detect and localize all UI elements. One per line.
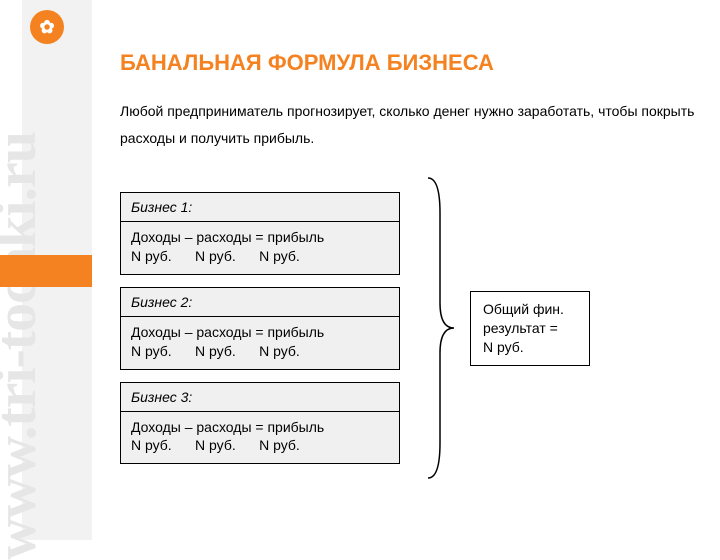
business-blocks: Бизнес 1: Доходы – расходы = прибыль N р… xyxy=(120,192,400,464)
result-box: Общий фин. результат = N руб. xyxy=(470,291,590,366)
logo-icon: ✿ xyxy=(39,18,54,36)
block-body: Доходы – расходы = прибыль N руб. N руб.… xyxy=(120,222,400,275)
formula-line: Доходы – расходы = прибыль xyxy=(131,228,389,247)
block-head: Бизнес 2: xyxy=(120,287,400,317)
formula-line: Доходы – расходы = прибыль xyxy=(131,418,389,437)
logo-circle: ✿ xyxy=(30,10,64,44)
slide-content: БАНАЛЬНАЯ ФОРМУЛА БИЗНЕСА Любой предприн… xyxy=(120,50,700,483)
values-line: N руб. N руб. N руб. xyxy=(131,342,389,361)
formula-line: Доходы – расходы = прибыль xyxy=(131,323,389,342)
brace-column: Общий фин. результат = N руб. xyxy=(420,173,590,483)
intro-text: Любой предприниматель прогнозирует, скол… xyxy=(120,98,700,151)
page-title: БАНАЛЬНАЯ ФОРМУЛА БИЗНЕСА xyxy=(120,50,700,76)
formula-layout: Бизнес 1: Доходы – расходы = прибыль N р… xyxy=(120,173,700,483)
block-body: Доходы – расходы = прибыль N руб. N руб.… xyxy=(120,412,400,465)
watermark-url: www.tri-tochki.ru xyxy=(0,132,49,560)
block-head: Бизнес 1: xyxy=(120,192,400,222)
block-body: Доходы – расходы = прибыль N руб. N руб.… xyxy=(120,317,400,370)
business-block-3: Бизнес 3: Доходы – расходы = прибыль N р… xyxy=(120,382,400,465)
curly-brace-icon xyxy=(420,173,460,483)
business-block-1: Бизнес 1: Доходы – расходы = прибыль N р… xyxy=(120,192,400,275)
business-block-2: Бизнес 2: Доходы – расходы = прибыль N р… xyxy=(120,287,400,370)
values-line: N руб. N руб. N руб. xyxy=(131,436,389,455)
result-line: Общий фин. xyxy=(483,300,577,319)
accent-bar xyxy=(0,255,92,287)
values-line: N руб. N руб. N руб. xyxy=(131,247,389,266)
result-line: результат = xyxy=(483,319,577,338)
block-head: Бизнес 3: xyxy=(120,382,400,412)
result-line: N руб. xyxy=(483,338,577,357)
